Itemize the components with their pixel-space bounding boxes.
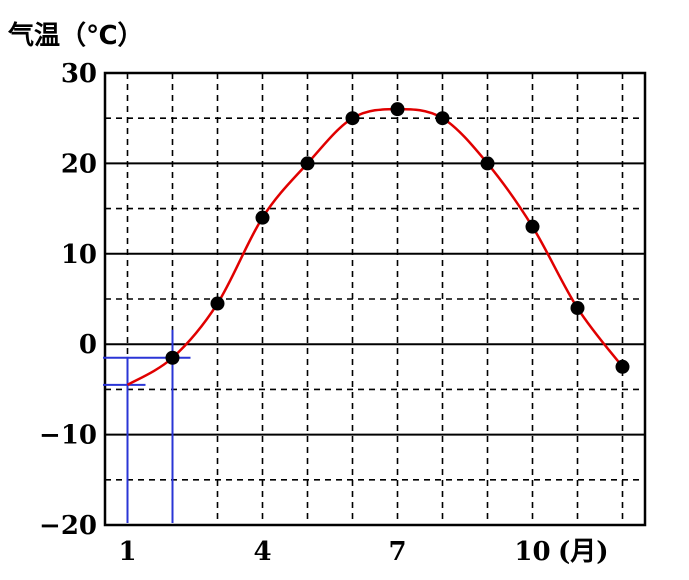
axes bbox=[103, 71, 647, 527]
data-point bbox=[615, 359, 630, 374]
data-point bbox=[165, 350, 180, 365]
data-point bbox=[480, 156, 495, 171]
data-point bbox=[525, 219, 540, 234]
x-tick-label: 10 bbox=[514, 537, 550, 567]
y-tick-label: 10 bbox=[61, 240, 97, 270]
data-point bbox=[255, 210, 270, 225]
y-tick-label: −10 bbox=[39, 421, 97, 451]
grid bbox=[105, 73, 645, 525]
data-point bbox=[390, 102, 405, 117]
y-tick-label: 30 bbox=[61, 59, 97, 89]
data-point bbox=[345, 111, 360, 126]
labels: 气温（℃） (月) 30 20 10 0 −10 −20 1 4 7 10 bbox=[7, 20, 609, 567]
x-tick-label: 1 bbox=[118, 537, 136, 567]
y-tick-label: 0 bbox=[79, 330, 97, 360]
x-tick-label: 4 bbox=[253, 537, 271, 567]
y-tick-label: −20 bbox=[39, 511, 97, 541]
x-axis-unit-label: (月) bbox=[558, 537, 609, 567]
data-point bbox=[300, 156, 315, 171]
data-points bbox=[165, 102, 630, 374]
plot-frame bbox=[103, 71, 647, 527]
data-point bbox=[210, 296, 225, 311]
y-axis-label: 气温（℃） bbox=[7, 20, 144, 51]
y-tick-label: 20 bbox=[61, 149, 97, 179]
data-point bbox=[435, 111, 450, 126]
data-point bbox=[570, 301, 585, 316]
x-tick-label: 7 bbox=[388, 537, 406, 567]
